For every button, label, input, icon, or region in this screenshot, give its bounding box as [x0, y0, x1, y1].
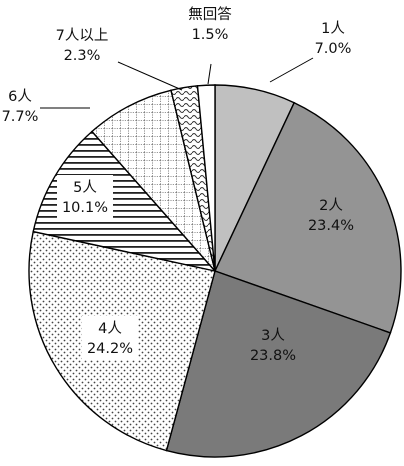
slice-label-3: 3人 — [261, 327, 285, 344]
label-background-4 — [82, 316, 138, 360]
leader-lines — [40, 57, 314, 109]
slice-label-5: 5人 — [73, 179, 97, 196]
pie-slice-8 — [196, 84, 216, 272]
leader-line-8 — [207, 63, 212, 85]
slice-percent-8: 1.5% — [192, 27, 229, 43]
slice-label-4: 4人 — [98, 320, 122, 337]
slice-percent-1: 7.0% — [315, 41, 352, 57]
leader-line-1 — [269, 57, 314, 83]
slice-label-7: 7人以上 — [56, 27, 109, 44]
leader-line-7 — [117, 61, 183, 91]
slice-percent-5: 10.1% — [62, 200, 108, 216]
slice-label-2: 2人 — [319, 197, 343, 214]
slice-percent-3: 23.8% — [250, 348, 296, 364]
pie-slice-3 — [165, 270, 392, 458]
slice-percent-6: 7.7% — [2, 109, 39, 125]
slice-label-6: 6人 — [8, 88, 32, 105]
label-background-5 — [57, 175, 113, 219]
slice-label-1: 1人 — [321, 20, 345, 37]
slice-percent-2: 23.4% — [308, 218, 354, 234]
pie-slices — [28, 84, 402, 458]
slice-labels: 1人 7.0% 2人 23.4% 3人 23.8% 4人 24.2% 5人 10.1% 6人 7.7%… — [2, 6, 354, 364]
slice-percent-4: 24.2% — [87, 341, 133, 357]
slice-label-8: 無回答 — [188, 6, 232, 23]
pie-slice-5 — [32, 130, 217, 273]
pie-slice-2 — [214, 101, 402, 334]
slice-percent-7: 2.3% — [64, 48, 101, 64]
